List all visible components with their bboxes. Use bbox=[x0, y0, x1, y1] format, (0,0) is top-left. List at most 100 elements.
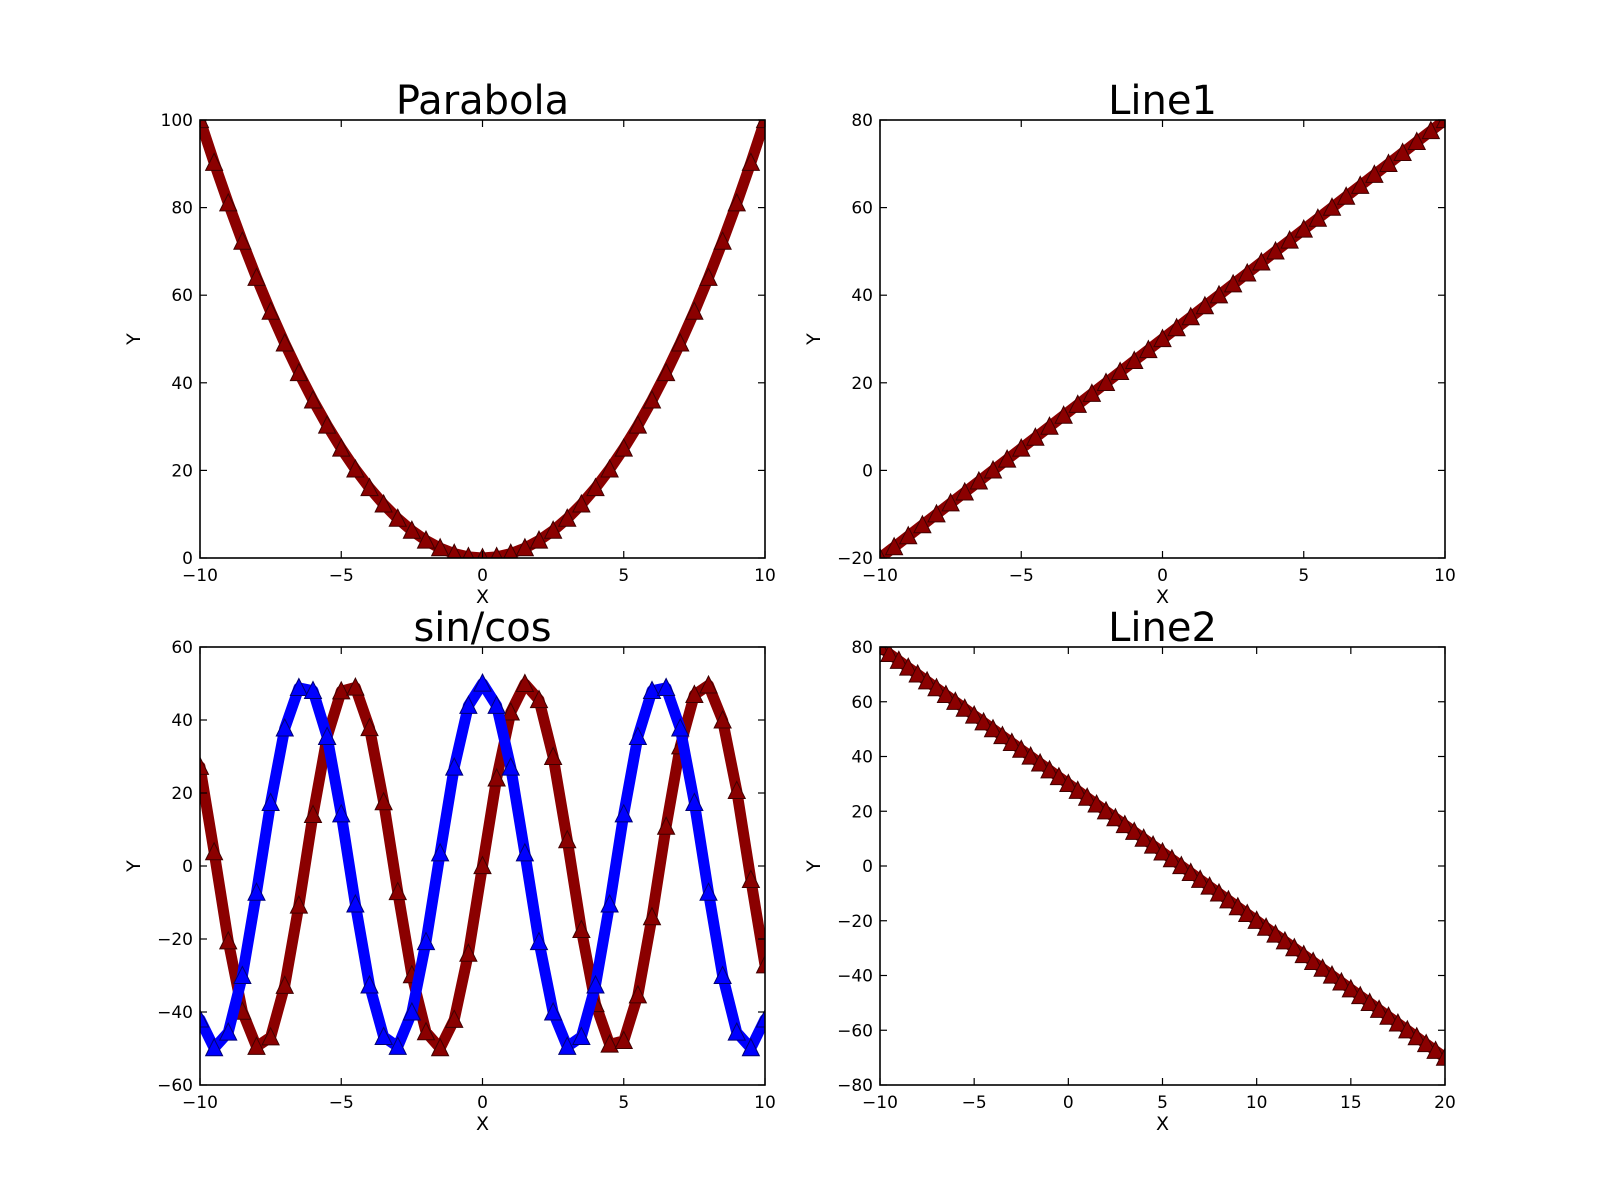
data-point bbox=[642, 389, 662, 409]
data-point bbox=[974, 711, 993, 731]
data-point bbox=[1200, 876, 1219, 895]
x-tick-label: −5 bbox=[1009, 566, 1034, 586]
series-layer bbox=[880, 647, 1445, 1066]
y-tick-label: 80 bbox=[851, 638, 873, 658]
x-tick-label: −5 bbox=[329, 566, 354, 586]
data-point bbox=[1237, 903, 1257, 923]
data-point bbox=[656, 362, 676, 382]
data-point bbox=[755, 1008, 765, 1028]
data-point bbox=[1181, 862, 1201, 881]
data-point bbox=[501, 756, 521, 776]
x-tick-label: 10 bbox=[1434, 566, 1456, 586]
data-point bbox=[628, 984, 648, 1004]
data-point bbox=[1365, 164, 1384, 183]
subplot-line2: −10 −5 0 5 10 15 20 −80 −60 −40 −20 0 20 40 60 80 Line2 X… bbox=[803, 605, 1456, 1135]
data-point bbox=[600, 893, 619, 913]
data-point bbox=[1068, 394, 1088, 413]
data-point bbox=[473, 673, 492, 692]
x-axis-label: X bbox=[476, 1113, 489, 1135]
data-point bbox=[444, 756, 464, 776]
data-point bbox=[898, 525, 918, 545]
data-point bbox=[1011, 739, 1031, 758]
data-point bbox=[261, 1026, 280, 1046]
subplot-sin-cos: −10 −5 0 5 10 −60 −40 −20 0 20 40 60 sin/cos X Y bbox=[123, 605, 776, 1135]
y-axis-label: Y bbox=[803, 333, 825, 346]
data-point bbox=[557, 1036, 577, 1055]
data-point bbox=[1040, 759, 1059, 779]
data-point bbox=[1096, 372, 1116, 391]
data-point bbox=[487, 695, 506, 714]
x-axis-label: X bbox=[476, 586, 489, 608]
data-point bbox=[1190, 869, 1210, 888]
data-point bbox=[233, 231, 252, 250]
data-point bbox=[741, 1037, 761, 1057]
data-point bbox=[1181, 306, 1201, 326]
data-point bbox=[955, 698, 975, 717]
data-point bbox=[346, 458, 365, 478]
data-point bbox=[880, 647, 899, 662]
data-point bbox=[416, 1021, 436, 1041]
data-point bbox=[529, 931, 549, 951]
data-point bbox=[247, 882, 266, 901]
data-point bbox=[388, 1036, 408, 1055]
data-point bbox=[685, 301, 704, 320]
data-point bbox=[388, 881, 408, 901]
data-point bbox=[628, 415, 648, 434]
x-tick-label: 5 bbox=[1298, 566, 1309, 586]
chart-title: sin/cos bbox=[413, 605, 551, 651]
data-point bbox=[741, 152, 761, 171]
x-tick-label: 10 bbox=[754, 1093, 776, 1113]
data-point bbox=[741, 869, 761, 889]
data-point bbox=[1040, 416, 1059, 435]
x-tick-label: 10 bbox=[1246, 1093, 1268, 1113]
data-point bbox=[572, 919, 591, 939]
data-point bbox=[1172, 855, 1191, 875]
data-point bbox=[955, 481, 975, 501]
data-point bbox=[1421, 120, 1441, 140]
data-point bbox=[1416, 1033, 1436, 1053]
data-point bbox=[218, 192, 238, 212]
data-point bbox=[917, 670, 937, 690]
data-point bbox=[1124, 350, 1144, 370]
data-point bbox=[670, 717, 690, 737]
data-point bbox=[543, 746, 563, 766]
data-point bbox=[346, 893, 365, 913]
y-tick-label: 40 bbox=[171, 711, 193, 731]
data-point bbox=[1379, 1006, 1398, 1025]
data-point bbox=[430, 537, 450, 557]
data-point bbox=[727, 192, 747, 212]
data-point bbox=[261, 792, 280, 812]
data-point bbox=[303, 389, 323, 409]
data-point bbox=[1087, 793, 1106, 813]
data-point bbox=[1068, 780, 1088, 799]
data-point bbox=[218, 1021, 238, 1041]
y-tick-label: 20 bbox=[851, 374, 873, 394]
data-point bbox=[317, 415, 337, 434]
y-tick-label: 0 bbox=[182, 857, 193, 877]
y-tick-label: 60 bbox=[851, 199, 873, 219]
x-tick-label: 0 bbox=[477, 1093, 488, 1113]
y-tick-label: 20 bbox=[851, 802, 873, 822]
data-point bbox=[614, 1030, 634, 1049]
data-point bbox=[446, 543, 462, 558]
chart-title: Parabola bbox=[396, 78, 569, 124]
data-point bbox=[713, 231, 732, 250]
data-point bbox=[289, 677, 309, 697]
data-point bbox=[685, 792, 704, 812]
y-tick-label: 0 bbox=[862, 857, 873, 877]
data-point bbox=[204, 1037, 224, 1057]
x-tick-label: 0 bbox=[477, 566, 488, 586]
data-point bbox=[969, 470, 989, 490]
data-point bbox=[459, 695, 478, 714]
data-point bbox=[713, 709, 732, 729]
data-point bbox=[913, 514, 932, 534]
data-point bbox=[600, 458, 619, 478]
data-point bbox=[515, 537, 535, 557]
data-point bbox=[247, 267, 266, 286]
data-point bbox=[402, 520, 422, 539]
data-point bbox=[515, 673, 535, 693]
y-tick-label: −20 bbox=[157, 930, 193, 950]
data-point bbox=[1360, 992, 1379, 1012]
data-point bbox=[884, 536, 904, 556]
